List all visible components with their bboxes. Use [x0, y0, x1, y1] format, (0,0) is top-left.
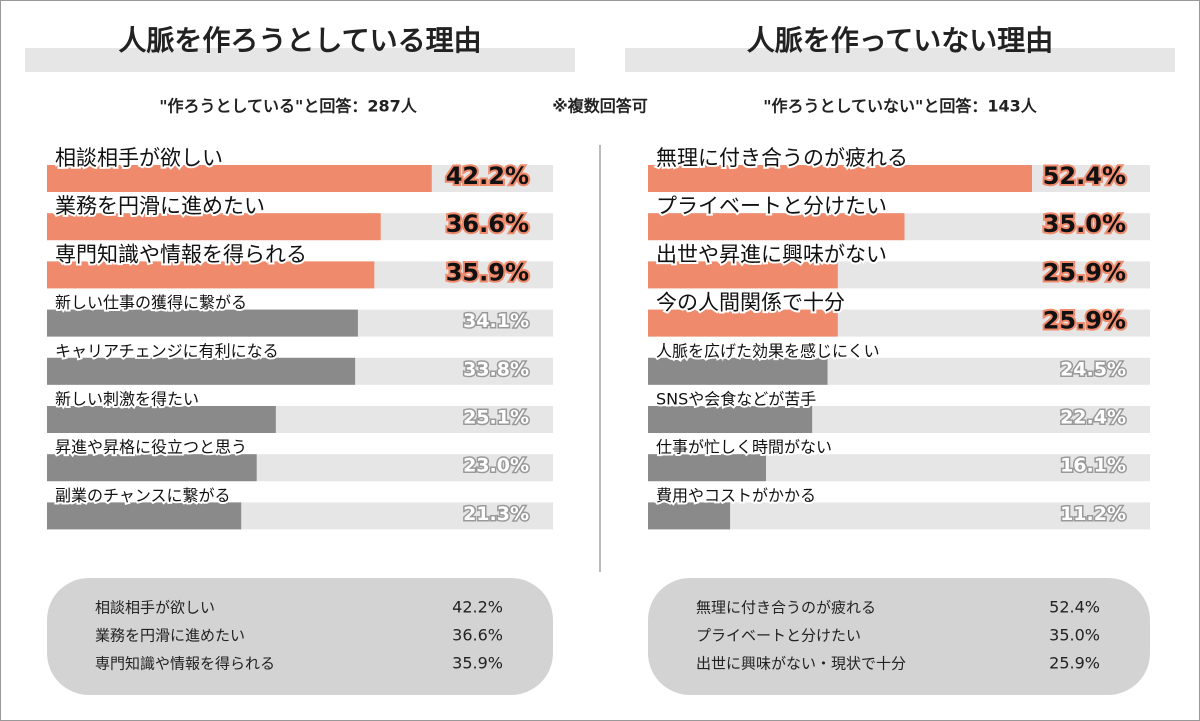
value-label: 22.4%: [1060, 407, 1126, 429]
value-label: 25.9%: [1043, 258, 1126, 286]
bar-label: キャリアチェンジに有利になる: [55, 341, 279, 360]
summary-box: [47, 578, 553, 695]
summary-label: 専門知識や情報を得られる: [95, 655, 275, 673]
summary-label: 業務を円滑に進めたい: [95, 627, 245, 645]
bar-label: 無理に付き合うのが疲れる: [656, 146, 908, 170]
bar-label: 新しい刺激を得たい: [55, 390, 199, 409]
value-label: 24.5%: [1060, 358, 1126, 380]
bar-label: 人脈を広げた効果を感じにくい: [656, 341, 880, 360]
panel-title: 人脈を作っていない理由: [747, 24, 1054, 57]
summary-box: [648, 578, 1150, 695]
bar-label: 仕事が忙しく時間がない: [656, 438, 832, 457]
bar-label: 副業のチャンスに繋がる: [55, 486, 231, 505]
summary-label: 無理に付き合うのが疲れる: [696, 599, 876, 617]
bar: [648, 406, 813, 433]
bar: [648, 454, 766, 482]
value-label: 52.4%: [1043, 162, 1126, 190]
summary-value: 35.0%: [1049, 626, 1100, 645]
bar: [47, 309, 358, 337]
bar-label: 専門知識や情報を得られる: [55, 242, 307, 266]
value-label: 21.3%: [463, 503, 529, 525]
bar-label: 新しい仕事の獲得に繋がる: [55, 293, 247, 312]
value-label: 11.2%: [1060, 503, 1126, 525]
summary-value: 36.6%: [452, 626, 503, 645]
title-underline: [25, 48, 575, 72]
summary-value: 42.2%: [452, 598, 503, 617]
bar: [47, 165, 432, 192]
bar: [47, 261, 375, 289]
value-label: 35.0%: [1043, 210, 1126, 238]
value-label: 23.0%: [463, 455, 529, 477]
panel-subtitle: "作ろうとしていない"と回答：143人: [763, 97, 1038, 116]
summary-value: 52.4%: [1049, 598, 1100, 617]
value-label: 34.1%: [463, 310, 529, 332]
summary-label: プライベートと分けたい: [696, 627, 861, 645]
value-label: 25.9%: [1043, 307, 1126, 335]
bar: [47, 406, 276, 433]
bar-label: 出世や昇進に興味がない: [656, 242, 887, 266]
bar: [648, 309, 838, 337]
value-label: 35.9%: [446, 258, 529, 286]
summary-value: 25.9%: [1049, 654, 1100, 673]
panel-subtitle: "作ろうとしている"と回答：287人: [159, 97, 418, 116]
bar-label: プライベートと分けたい: [656, 194, 887, 218]
title-underline: [625, 48, 1175, 72]
bar-track: [648, 502, 1150, 530]
bar-label: 昇進や昇格に役立つと思う: [55, 438, 247, 457]
bar: [648, 502, 731, 530]
summary-label: 出世に興味がない・現状で十分: [696, 655, 906, 673]
value-label: 16.1%: [1060, 455, 1126, 477]
bar: [47, 502, 242, 530]
bar: [648, 261, 838, 289]
bar: [648, 165, 1033, 192]
bar: [47, 357, 356, 385]
bar-label: SNSや会食などが苦手: [656, 390, 816, 409]
bar: [648, 213, 905, 241]
bar: [47, 213, 381, 241]
note: ※複数回答可: [552, 97, 648, 116]
bar: [47, 454, 257, 482]
bar-label: 業務を円滑に進めたい: [55, 194, 265, 218]
value-label: 36.6%: [446, 210, 529, 238]
value-label: 33.8%: [463, 358, 529, 380]
summary-label: 相談相手が欲しい: [95, 599, 215, 617]
bar-label: 今の人間関係で十分: [656, 291, 845, 315]
bar-label: 費用やコストがかかる: [656, 486, 816, 505]
summary-value: 35.9%: [452, 654, 503, 673]
value-label: 25.1%: [463, 407, 529, 429]
value-label: 42.2%: [446, 162, 529, 190]
bar: [648, 357, 828, 385]
panel-title: 人脈を作ろうとしている理由: [118, 24, 481, 57]
bar-label: 相談相手が欲しい: [55, 146, 223, 170]
